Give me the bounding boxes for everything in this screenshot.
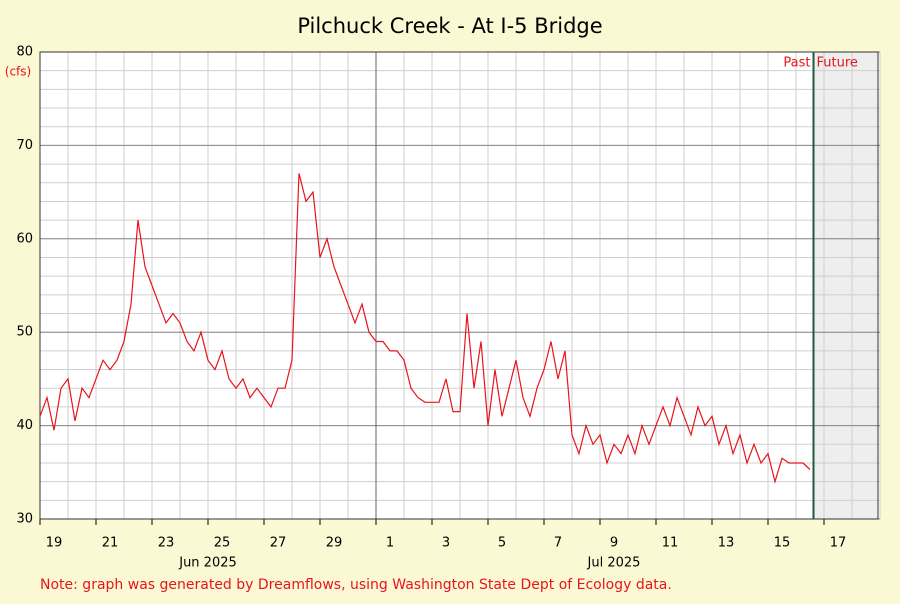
plot-frame <box>39 51 879 520</box>
x-tick-label: 11 <box>662 536 679 551</box>
x-tick-label: 29 <box>326 536 343 551</box>
y-tick-label: 60 <box>16 231 33 246</box>
x-tick-label: 5 <box>498 536 506 551</box>
x-tick-label: 23 <box>158 536 175 551</box>
x-tick-label: 25 <box>214 536 231 551</box>
x-tick-label: 1 <box>386 536 394 551</box>
x-tick-label: 19 <box>46 536 63 551</box>
y-unit: (cfs) <box>5 65 31 79</box>
month-label: Jun 2025 <box>178 556 237 571</box>
y-tick-label: 80 <box>16 45 33 60</box>
x-tick-label: 21 <box>102 536 119 551</box>
x-tick-label: 3 <box>442 536 450 551</box>
chart-title: Pilchuck Creek - At I-5 Bridge <box>297 14 602 38</box>
flow-line <box>39 173 811 484</box>
month-label: Jul 2025 <box>587 556 641 571</box>
future-area <box>813 52 878 519</box>
note: Note: graph was generated by Dreamflows,… <box>40 577 672 593</box>
y-tick-label: 50 <box>16 325 33 340</box>
x-tick-label: 13 <box>718 536 735 551</box>
x-tick-label: 9 <box>610 536 618 551</box>
y-tick-label: 30 <box>16 512 33 527</box>
y-tick-label: 40 <box>16 418 33 433</box>
future-label: Future <box>817 56 858 71</box>
y-tick-label: 70 <box>16 138 33 153</box>
x-tick-label: 17 <box>830 536 847 551</box>
x-tick-label: 27 <box>270 536 287 551</box>
past-label: Past <box>783 56 810 71</box>
x-tick-label: 7 <box>554 536 562 551</box>
x-tick-label: 15 <box>774 536 791 551</box>
